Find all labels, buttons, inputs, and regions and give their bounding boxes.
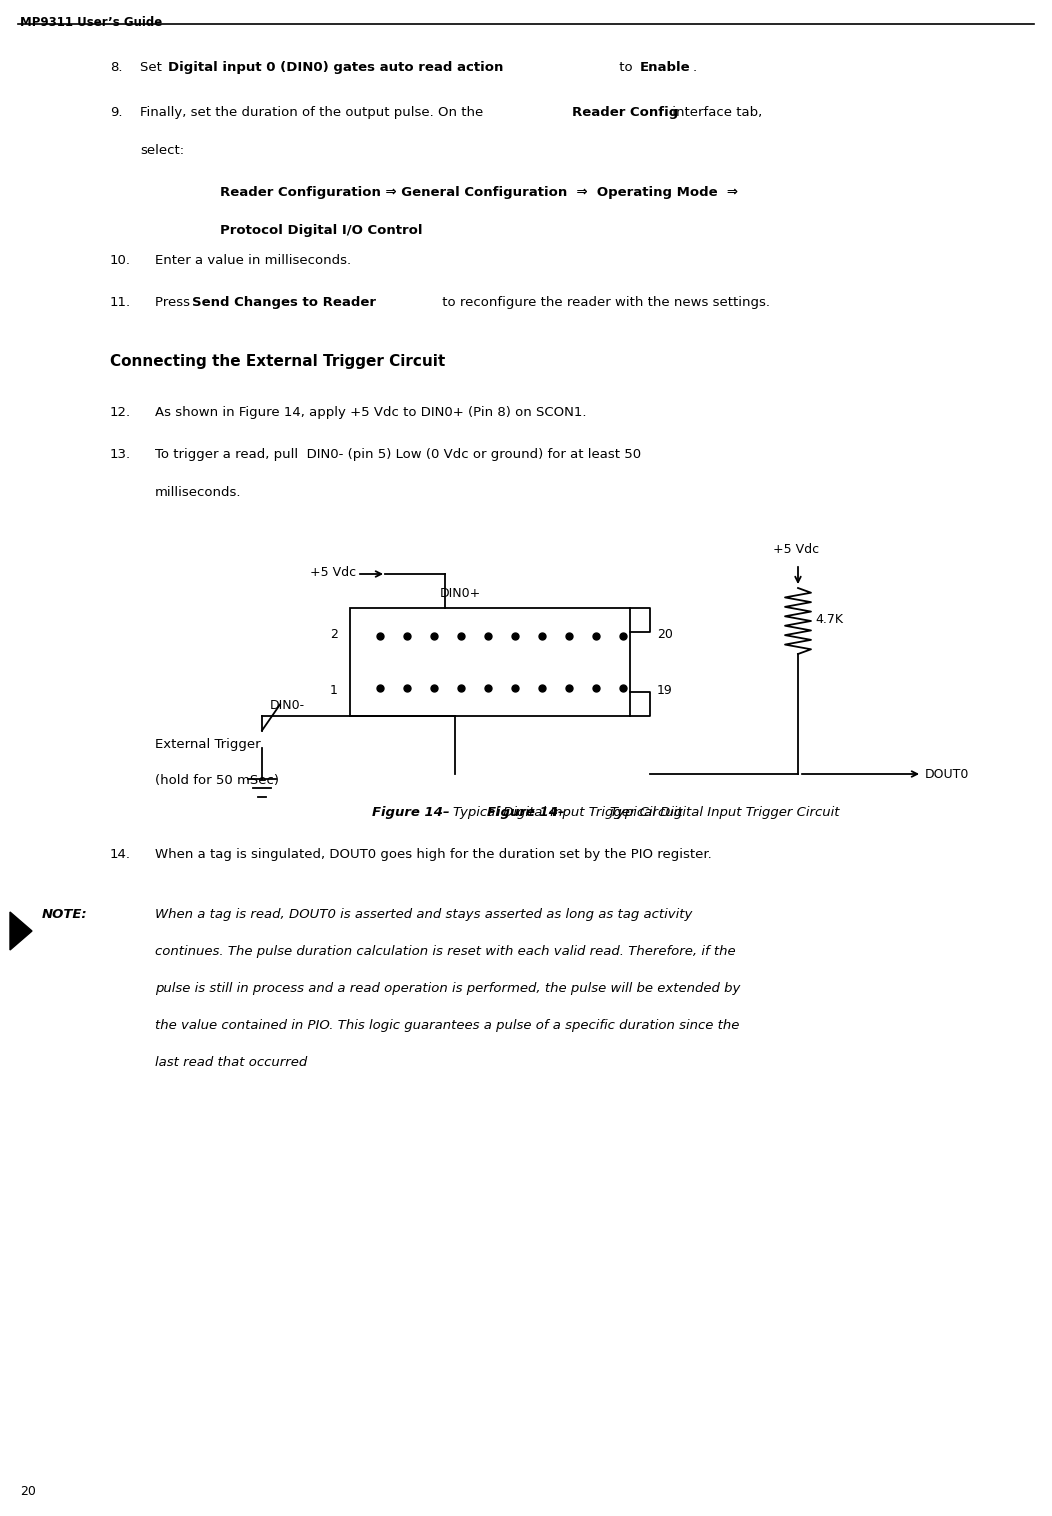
Text: Typical Digital Input Trigger Circuit: Typical Digital Input Trigger Circuit — [453, 807, 683, 819]
Text: To trigger a read, pull  DIN0- (pin 5) Low (0 Vdc or ground) for at least 50: To trigger a read, pull DIN0- (pin 5) Lo… — [155, 449, 641, 461]
Text: Typical Digital Input Trigger Circuit: Typical Digital Input Trigger Circuit — [610, 807, 839, 819]
Text: 4.7K: 4.7K — [815, 612, 843, 626]
Text: milliseconds.: milliseconds. — [155, 487, 242, 499]
Text: Reader Config: Reader Config — [572, 106, 679, 118]
Text: Protocol Digital I/O Control: Protocol Digital I/O Control — [220, 224, 423, 236]
Text: 1: 1 — [330, 684, 338, 696]
Text: 20: 20 — [658, 628, 673, 640]
Text: NOTE:: NOTE: — [42, 908, 87, 922]
Text: the value contained in PIO. This logic guarantees a pulse of a specific duration: the value contained in PIO. This logic g… — [155, 1019, 740, 1032]
Text: continues. The pulse duration calculation is reset with each valid read. Therefo: continues. The pulse duration calculatio… — [155, 944, 735, 958]
Text: 9.: 9. — [110, 106, 122, 118]
Bar — [350, 608, 630, 716]
Text: Reader Configuration ⇒ General Configuration  ⇒  Operating Mode  ⇒: Reader Configuration ⇒ General Configura… — [220, 186, 739, 199]
Text: to reconfigure the reader with the news settings.: to reconfigure the reader with the news … — [438, 296, 770, 309]
Text: External Trigger: External Trigger — [155, 738, 261, 750]
Text: Enable: Enable — [640, 61, 690, 74]
Text: (hold for 50 mSec): (hold for 50 mSec) — [155, 775, 279, 787]
Text: 14.: 14. — [110, 847, 132, 861]
Text: Figure 14–: Figure 14– — [487, 807, 565, 819]
Text: As shown in Figure 14, apply +5 Vdc to DIN0+ (Pin 8) on SCON1.: As shown in Figure 14, apply +5 Vdc to D… — [155, 406, 587, 418]
Text: DOUT0: DOUT0 — [925, 767, 969, 781]
Text: +5 Vdc: +5 Vdc — [310, 567, 357, 579]
Text: select:: select: — [140, 144, 184, 158]
Polygon shape — [11, 913, 32, 951]
Text: Send Changes to Reader: Send Changes to Reader — [193, 296, 376, 309]
Text: 8.: 8. — [110, 61, 122, 74]
Text: Press: Press — [155, 296, 195, 309]
Text: 19: 19 — [658, 684, 672, 696]
Text: to: to — [615, 61, 636, 74]
Text: 10.: 10. — [110, 255, 132, 267]
Text: Digital input 0 (DIN0) gates auto read action: Digital input 0 (DIN0) gates auto read a… — [168, 61, 503, 74]
Text: pulse is still in process and a read operation is performed, the pulse will be e: pulse is still in process and a read ope… — [155, 982, 741, 994]
Text: DIN0+: DIN0+ — [440, 587, 481, 600]
Text: When a tag is singulated, DOUT0 goes high for the duration set by the PIO regist: When a tag is singulated, DOUT0 goes hig… — [155, 847, 712, 861]
Text: Connecting the External Trigger Circuit: Connecting the External Trigger Circuit — [110, 355, 445, 368]
Text: Enter a value in milliseconds.: Enter a value in milliseconds. — [155, 255, 351, 267]
Text: MP9311 User’s Guide: MP9311 User’s Guide — [20, 17, 162, 29]
Text: 12.: 12. — [110, 406, 132, 418]
Text: Finally, set the duration of the output pulse. On the: Finally, set the duration of the output … — [140, 106, 487, 118]
Text: Figure 14–: Figure 14– — [372, 807, 449, 819]
Text: +5 Vdc: +5 Vdc — [773, 543, 820, 556]
Text: .: . — [693, 61, 697, 74]
Text: last read that occurred: last read that occurred — [155, 1057, 307, 1069]
Text: DIN0-: DIN0- — [270, 699, 305, 713]
Text: 11.: 11. — [110, 296, 132, 309]
Text: interface tab,: interface tab, — [668, 106, 763, 118]
Text: 13.: 13. — [110, 449, 132, 461]
Text: When a tag is read, DOUT0 is asserted and stays asserted as long as tag activity: When a tag is read, DOUT0 is asserted an… — [155, 908, 692, 922]
Text: Set: Set — [140, 61, 166, 74]
Text: 20: 20 — [20, 1486, 36, 1498]
Text: 2: 2 — [330, 628, 338, 640]
